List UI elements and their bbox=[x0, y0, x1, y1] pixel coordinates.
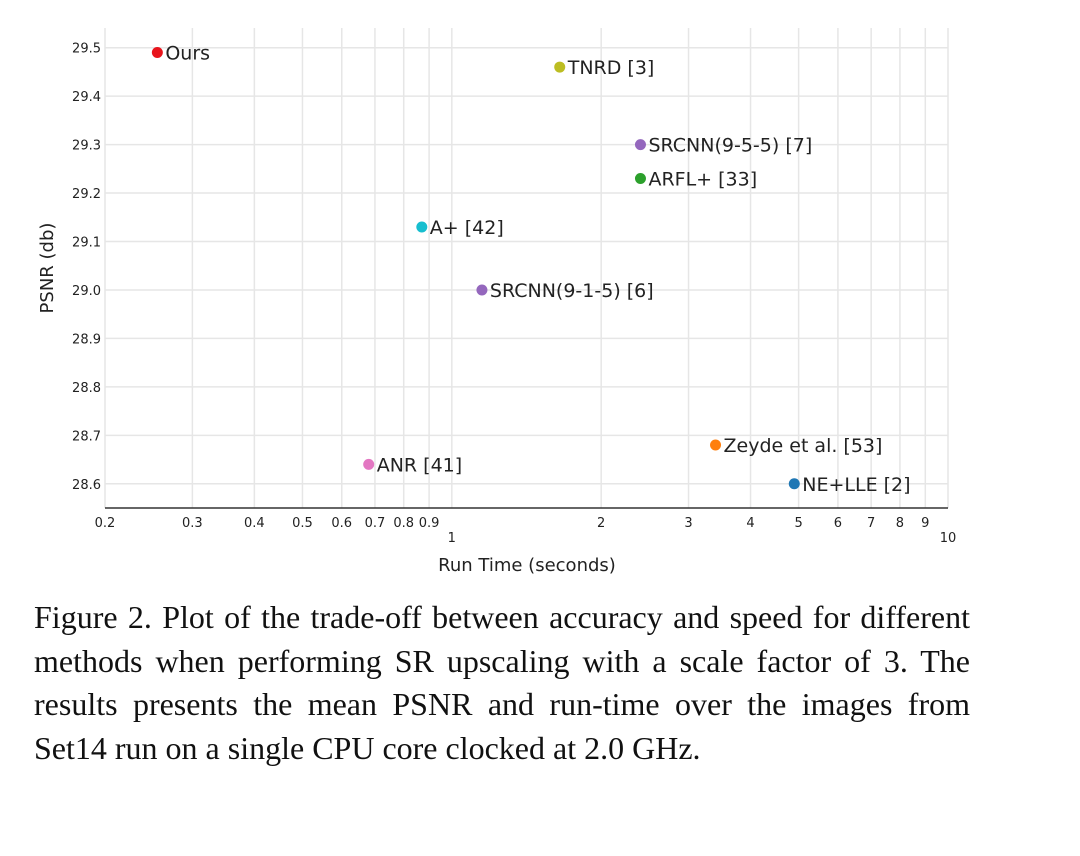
x-tick-label: 5 bbox=[794, 516, 802, 531]
data-point bbox=[416, 221, 428, 233]
figure-caption: Figure 2. Plot of the trade-off between … bbox=[34, 599, 970, 766]
data-point bbox=[788, 478, 800, 490]
y-tick-label: 29.5 bbox=[72, 42, 101, 57]
x-tick-label: 3 bbox=[684, 516, 692, 531]
data-point bbox=[363, 458, 375, 470]
x-tick-label: 0.3 bbox=[182, 516, 203, 531]
x-tick-label: 2 bbox=[597, 516, 605, 531]
x-tick-label: 1 bbox=[448, 531, 456, 546]
y-tick-label: 28.9 bbox=[72, 332, 101, 347]
y-tick-label: 28.8 bbox=[72, 381, 101, 396]
y-tick-label: 28.7 bbox=[72, 429, 101, 444]
y-tick-label: 29.4 bbox=[72, 90, 101, 105]
y-axis-title: PSNR (db) bbox=[37, 223, 58, 314]
data-point bbox=[554, 61, 566, 73]
x-tick-label: 10 bbox=[940, 531, 957, 546]
data-point-label: ARFL+ [33] bbox=[648, 169, 757, 191]
x-tick-label: 9 bbox=[921, 516, 929, 531]
data-point bbox=[710, 439, 722, 451]
data-points: Ours TNRD [3] SRCNN(9-5-5) [7] ARFL+ [33] A+… bbox=[151, 43, 911, 496]
y-tick-label: 29.3 bbox=[72, 139, 101, 154]
y-axis-ticks: 28.6 28.7 28.8 28.9 29.0 29.1 29.2 29.3 29.4 29.5 bbox=[72, 42, 101, 493]
data-point-label: TNRD [3] bbox=[567, 57, 655, 79]
x-tick-label: 7 bbox=[867, 516, 875, 531]
x-tick-label: 0.8 bbox=[393, 516, 414, 531]
data-point-label: Zeyde et al. [53] bbox=[724, 435, 883, 457]
x-tick-label: 6 bbox=[834, 516, 842, 531]
data-point bbox=[634, 139, 646, 151]
y-tick-label: 29.0 bbox=[72, 284, 101, 299]
x-tick-label: 8 bbox=[896, 516, 904, 531]
x-tick-label: 0.9 bbox=[419, 516, 440, 531]
x-tick-label: 0.4 bbox=[244, 516, 265, 531]
data-point-label: SRCNN(9-1-5) [6] bbox=[490, 280, 654, 302]
x-tick-label: 4 bbox=[746, 516, 754, 531]
data-point-label: NE+LLE [2] bbox=[802, 474, 910, 496]
data-point-label: ANR [41] bbox=[377, 454, 462, 476]
data-point bbox=[151, 47, 163, 59]
scatter-chart: 0.2 0.3 0.4 0.5 0.6 0.7 0.8 0.9 1 2 3 4 5 6 7 8 9 10 28.6… bbox=[37, 28, 957, 576]
data-point bbox=[634, 173, 646, 185]
x-axis-ticks: 0.2 0.3 0.4 0.5 0.6 0.7 0.8 0.9 1 2 3 4 5 6 7 8 9 10 bbox=[95, 516, 957, 546]
data-point-label: SRCNN(9-5-5) [7] bbox=[648, 135, 812, 157]
x-axis-title: Run Time (seconds) bbox=[438, 555, 616, 576]
x-tick-label: 0.7 bbox=[365, 516, 386, 531]
x-tick-label: 0.2 bbox=[95, 516, 116, 531]
data-point-label: Ours bbox=[165, 43, 210, 65]
y-tick-label: 28.6 bbox=[72, 478, 101, 493]
x-tick-label: 0.5 bbox=[292, 516, 313, 531]
data-point bbox=[476, 284, 488, 296]
data-point-label: A+ [42] bbox=[430, 217, 504, 239]
y-tick-label: 29.1 bbox=[72, 236, 101, 251]
x-tick-label: 0.6 bbox=[331, 516, 352, 531]
grid bbox=[104, 28, 949, 508]
y-tick-label: 29.2 bbox=[72, 187, 101, 202]
